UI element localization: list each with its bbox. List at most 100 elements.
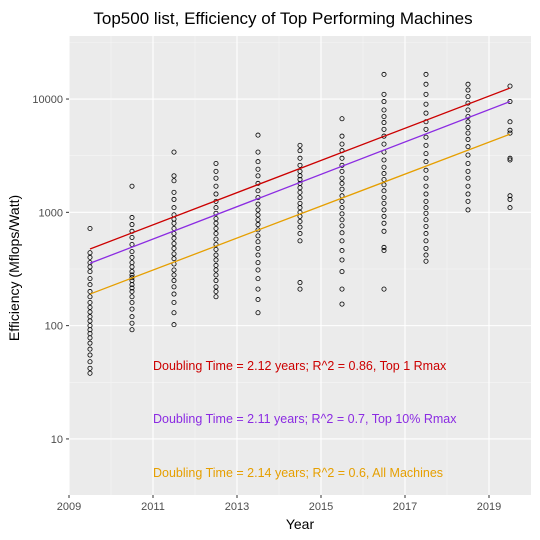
data-point [297, 168, 303, 174]
data-point [381, 220, 387, 226]
data-point [507, 127, 513, 133]
data-point [213, 262, 219, 268]
data-point [339, 230, 345, 236]
data-point [423, 217, 429, 223]
data-point [297, 218, 303, 224]
data-point [465, 198, 471, 204]
data-point [255, 267, 261, 273]
data-point [255, 297, 261, 303]
data-point [87, 294, 93, 300]
data-point [129, 254, 135, 260]
data-point [465, 191, 471, 197]
data-point [381, 141, 387, 147]
data-point [381, 188, 387, 194]
data-point [213, 191, 219, 197]
data-point [465, 152, 471, 158]
data-point [381, 228, 387, 234]
data-point [507, 196, 513, 202]
data-point [423, 151, 429, 157]
data-point [339, 257, 345, 263]
data-point [381, 99, 387, 105]
data-point [465, 130, 471, 136]
data-point [87, 304, 93, 310]
data-point [423, 252, 429, 258]
data-point [129, 314, 135, 320]
data-point [381, 126, 387, 132]
data-point [465, 168, 471, 174]
major-gridlines [68, 36, 531, 495]
data-point [297, 142, 303, 148]
data-point [255, 217, 261, 223]
data-point [423, 191, 429, 197]
data-point [381, 171, 387, 177]
data-point [171, 149, 177, 155]
data-point [423, 71, 429, 77]
data-point [507, 193, 513, 199]
data-point [423, 134, 429, 140]
data-point [255, 276, 261, 282]
data-point [465, 144, 471, 150]
data-point [129, 222, 135, 228]
data-point [339, 269, 345, 275]
data-point [255, 173, 261, 179]
data-point [297, 200, 303, 206]
data-point [339, 217, 345, 223]
trend-line [89, 133, 511, 295]
data-point [423, 101, 429, 107]
data-point [87, 323, 93, 329]
data-point [381, 157, 387, 163]
data-point [87, 314, 93, 320]
data-point [213, 294, 219, 300]
data-point [381, 120, 387, 126]
data-point [129, 183, 135, 189]
data-point [465, 125, 471, 131]
data-point [423, 183, 429, 189]
data-point [423, 110, 429, 116]
data-point [171, 178, 177, 184]
data-point [255, 233, 261, 239]
data-point [213, 252, 219, 258]
data-point [129, 234, 135, 240]
data-point [171, 205, 177, 211]
data-point [381, 244, 387, 250]
data-point [213, 257, 219, 263]
data-point [129, 249, 135, 255]
data-point [213, 160, 219, 166]
data-point [339, 301, 345, 307]
data-point [255, 260, 261, 266]
data-point [213, 278, 219, 284]
data-point [423, 245, 429, 251]
data-point [465, 175, 471, 181]
data-point [381, 286, 387, 292]
data-point [87, 365, 93, 371]
trend-line [89, 87, 511, 250]
data-point [297, 280, 303, 286]
data-point [297, 155, 303, 161]
data-point [423, 126, 429, 132]
data-point [297, 148, 303, 154]
data-point [423, 238, 429, 244]
data-point [213, 205, 219, 211]
data-point [255, 132, 261, 138]
chart-title: Top500 list, Efficiency of Top Performin… [93, 9, 472, 28]
data-point [129, 306, 135, 312]
data-point [213, 168, 219, 174]
y-tick-label: 10000 [32, 94, 63, 106]
fit-annotation: Doubling Time = 2.12 years; R^2 = 0.86, … [153, 359, 447, 373]
data-point [339, 286, 345, 292]
data-point [381, 248, 387, 254]
x-tick-label: 2017 [393, 501, 417, 513]
data-point [129, 215, 135, 221]
data-point [171, 300, 177, 306]
data-point [129, 294, 135, 300]
data-point [297, 286, 303, 292]
data-point [171, 173, 177, 179]
data-point [339, 248, 345, 254]
data-point [87, 269, 93, 275]
data-point [507, 119, 513, 125]
data-point [381, 107, 387, 113]
data-point [255, 159, 261, 165]
data-point [507, 130, 513, 136]
data-point [423, 91, 429, 97]
